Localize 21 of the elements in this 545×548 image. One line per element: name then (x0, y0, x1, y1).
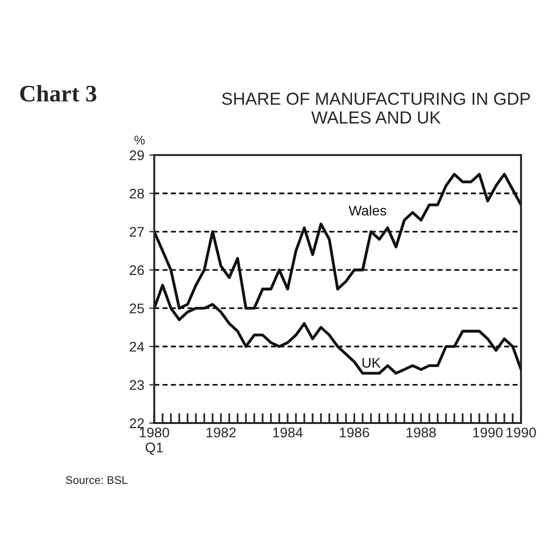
x-tick-label: 1990 (473, 428, 503, 438)
y-tick-label: 24 (130, 342, 144, 352)
series-label: UK (362, 358, 381, 368)
x-tick-label: 1980 Q1 (140, 428, 170, 455)
y-tick-label: 28 (130, 188, 144, 199)
x-tick-label: 1986 (340, 428, 370, 438)
y-tick-label: 23 (130, 380, 144, 390)
x-tick-label: 1982 (206, 428, 236, 438)
x-tick-label: 1990 (506, 428, 536, 438)
x-tick-label: 1984 (273, 428, 303, 438)
y-tick-label: 22 (130, 418, 144, 428)
y-axis-title: % (134, 136, 145, 145)
y-tick-label: 25 (130, 304, 144, 314)
y-tick-label: 26 (130, 265, 144, 276)
caption: Chart 3 (20, 84, 96, 102)
y-tick-label: 29 (130, 150, 144, 160)
y-tick-label: 27 (130, 226, 144, 237)
chart-title: SHARE OF MANUFACTURING IN GDP WALES AND UK (222, 92, 530, 124)
x-tick-label: 1988 (406, 428, 436, 438)
source-note: Source: BSL (66, 476, 128, 484)
series-label: Wales (348, 205, 386, 216)
